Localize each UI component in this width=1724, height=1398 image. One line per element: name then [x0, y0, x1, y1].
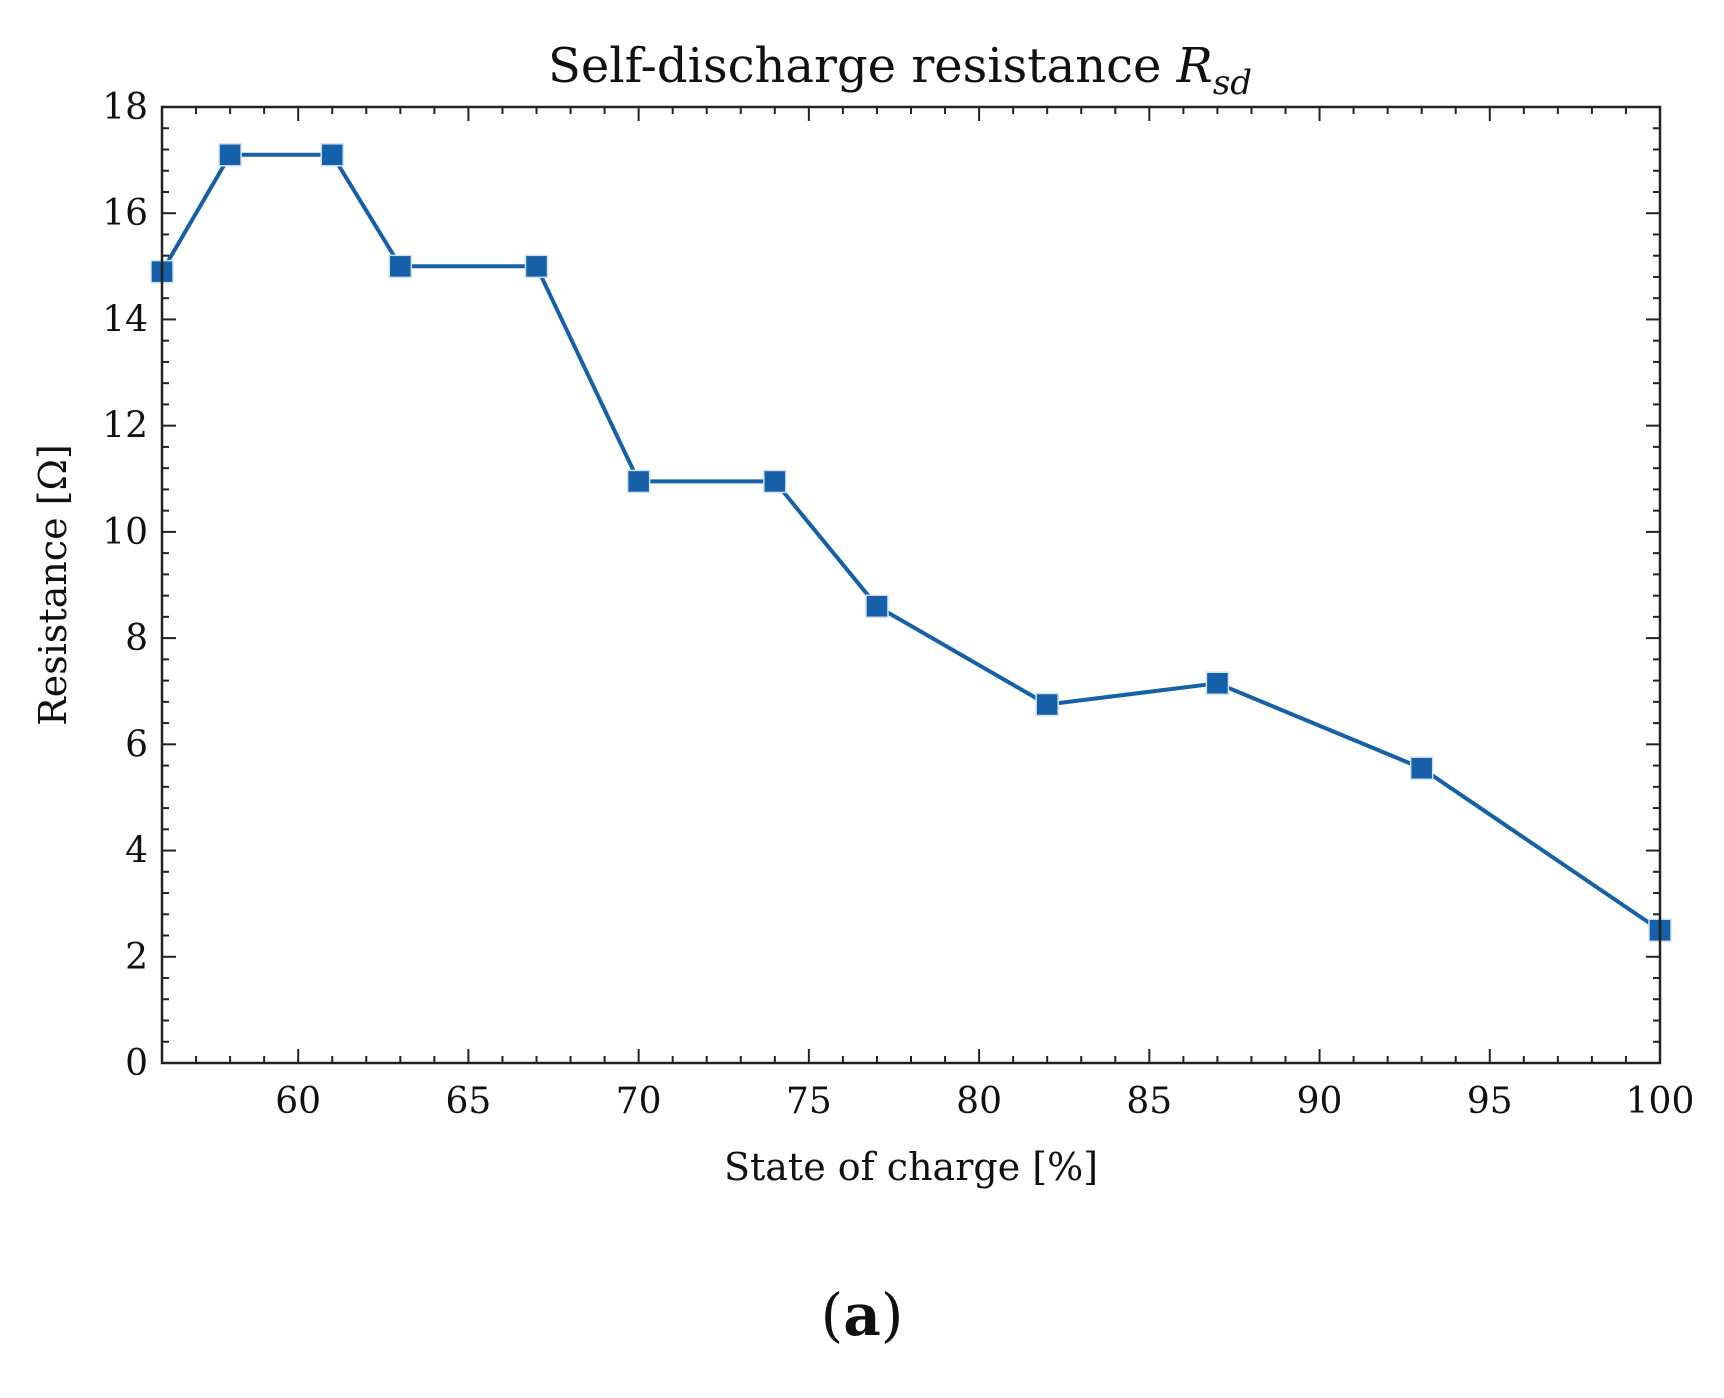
- data-point-marker: [1205, 671, 1230, 696]
- y-tick-label: 16: [102, 193, 148, 234]
- x-tick-label: 90: [1297, 1081, 1343, 1122]
- y-axis-label: Resistance [Ω]: [31, 444, 75, 726]
- x-tick-label: 100: [1626, 1081, 1695, 1122]
- y-tick-label: 2: [125, 937, 148, 978]
- y-tick-label: 6: [125, 724, 148, 765]
- y-tick-label: 0: [125, 1043, 148, 1084]
- plot-frame: [160, 105, 1662, 1065]
- data-point-marker: [524, 254, 549, 279]
- y-tick-label: 4: [125, 831, 148, 872]
- data-point-marker: [763, 469, 787, 494]
- x-tick-label: 70: [616, 1081, 662, 1122]
- chart-title-subscript: sd: [1213, 63, 1252, 103]
- series-line: [160, 152, 1662, 932]
- x-tick-label: 75: [786, 1081, 832, 1122]
- x-tick-label: 65: [446, 1081, 492, 1122]
- x-tick-label: 95: [1467, 1081, 1513, 1122]
- axis-ticks: [161, 106, 1661, 1064]
- x-tick-label: 80: [956, 1081, 1002, 1122]
- data-point-marker: [626, 469, 651, 494]
- chart-title-text: Self-discharge resistance: [548, 38, 1177, 94]
- panel-label-close: ): [881, 1281, 904, 1349]
- data-point-marker: [388, 254, 413, 279]
- x-tick-label: 60: [275, 1081, 321, 1122]
- chart-title: Self-discharge resistance Rsd: [548, 38, 1252, 103]
- y-tick-label: 12: [102, 406, 148, 447]
- y-tick-label: 14: [102, 299, 148, 340]
- chart-title-symbol: R: [1176, 38, 1213, 94]
- x-tick-label: 85: [1126, 1081, 1172, 1122]
- axis-tick-labels: 0 2 4 6 8 10 12 14 16 18 60 65 70 75 80 85 90 95 100: [102, 87, 1694, 1122]
- data-point-marker: [1409, 756, 1434, 780]
- data-point-marker: [865, 594, 889, 618]
- y-tick-label: 10: [102, 512, 148, 553]
- y-tick-label: 18: [102, 87, 148, 128]
- panel-label: (a): [821, 1281, 904, 1349]
- panel-label-letter: a: [843, 1281, 881, 1349]
- series-markers: [150, 143, 1672, 942]
- x-axis-label: State of charge [%]: [724, 1145, 1098, 1189]
- y-tick-label: 8: [125, 618, 148, 659]
- panel-label-open: (: [821, 1281, 844, 1349]
- data-point-marker: [218, 143, 242, 167]
- data-point-marker: [1035, 692, 1059, 717]
- data-point-marker: [320, 143, 344, 167]
